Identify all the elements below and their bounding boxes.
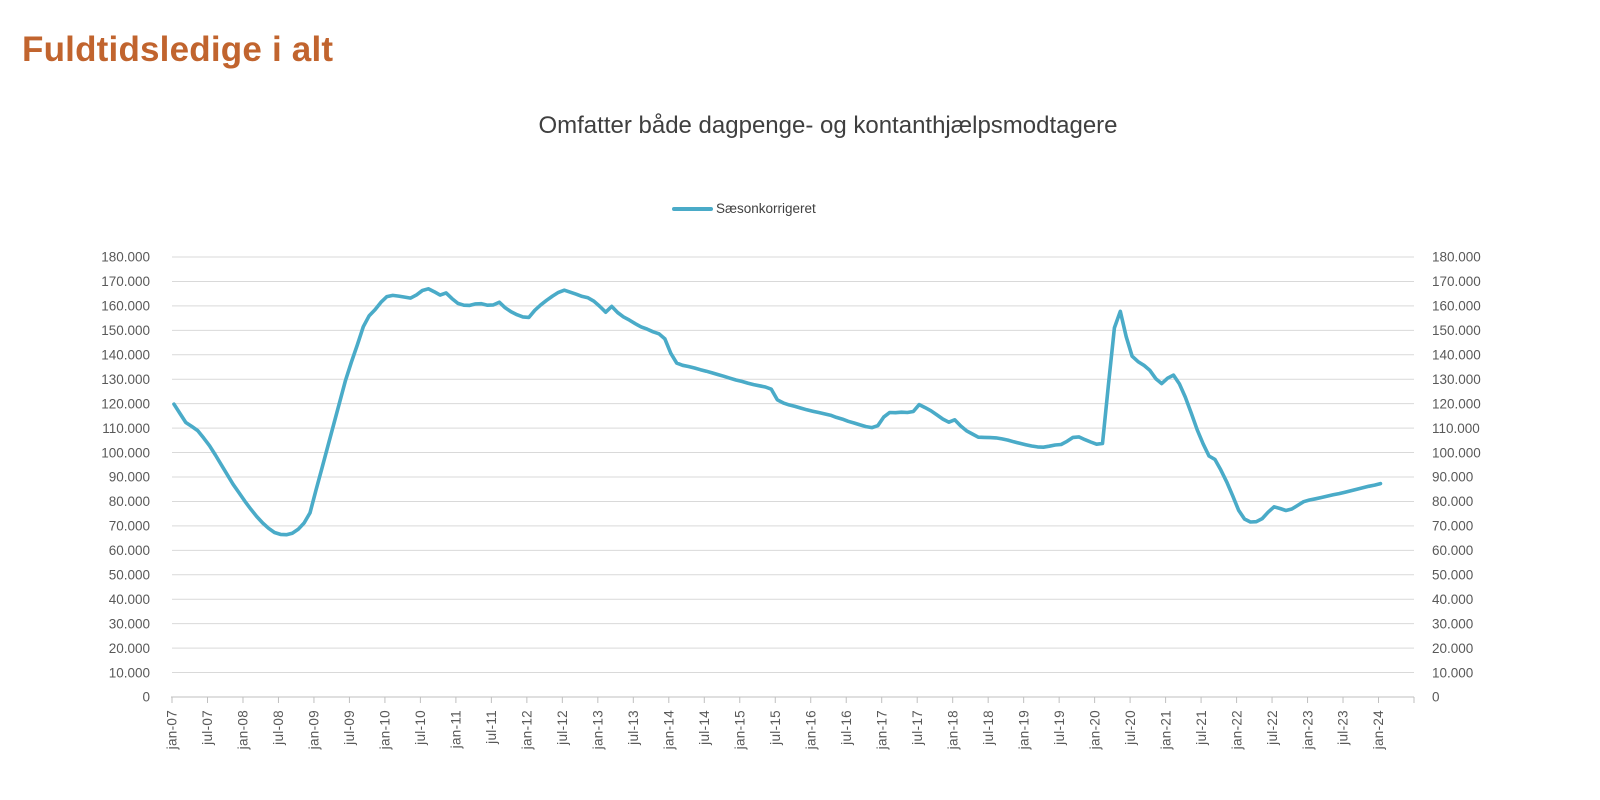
x-axis-tick-label: jan-23: [1300, 710, 1315, 750]
x-axis-tick-label: jul-22: [1265, 710, 1280, 746]
y-axis-tick-label-right: 20.000: [1432, 641, 1473, 656]
x-axis-tick-label: jan-10: [378, 710, 393, 750]
x-axis-tick-label: jan-24: [1371, 710, 1386, 751]
x-axis-tick-label: jul-23: [1336, 710, 1351, 746]
y-axis-tick-label-right: 30.000: [1432, 616, 1473, 631]
y-axis-tick-label-right: 60.000: [1432, 543, 1473, 558]
y-axis-tick-label-left: 20.000: [109, 641, 150, 656]
y-axis-tick-label-right: 160.000: [1432, 299, 1481, 314]
legend-label: Sæsonkorrigeret: [716, 201, 816, 216]
x-axis-tick-label: jul-17: [910, 710, 925, 746]
x-axis-tick-label: jan-14: [662, 710, 677, 751]
x-axis-tick-label: jul-18: [981, 710, 996, 746]
y-axis-tick-label-right: 170.000: [1432, 274, 1481, 289]
x-axis-tick-label: jan-11: [449, 710, 464, 749]
x-axis-tick-label: jan-13: [591, 710, 606, 750]
x-axis-tick-label: jul-10: [413, 710, 428, 746]
page-title: Fuldtidsledige i alt: [22, 30, 334, 69]
x-axis-tick-label: jul-16: [839, 710, 854, 746]
x-axis-tick-label: jul-19: [1052, 710, 1067, 746]
y-axis-tick-label-left: 80.000: [109, 494, 150, 509]
y-axis-tick-label-right: 90.000: [1432, 470, 1473, 485]
y-axis-tick-label-right: 0: [1432, 690, 1440, 705]
y-axis-tick-label-left: 140.000: [101, 348, 150, 363]
y-axis-tick-label-left: 70.000: [109, 519, 150, 534]
x-axis-tick-label: jul-12: [555, 710, 570, 746]
y-axis-tick-label-left: 0: [142, 690, 150, 705]
y-axis-tick-label-left: 120.000: [101, 396, 150, 411]
x-axis-tick-label: jul-13: [626, 710, 641, 746]
y-axis-tick-label-left: 30.000: [109, 616, 150, 631]
y-axis-tick-label-left: 50.000: [109, 568, 150, 583]
y-axis-tick-label-left: 10.000: [109, 665, 150, 680]
y-axis-tick-label-right: 80.000: [1432, 494, 1473, 509]
y-axis-tick-label-left: 100.000: [101, 445, 150, 460]
x-axis-tick-label: jan-08: [236, 710, 251, 750]
y-axis-tick-label-right: 130.000: [1432, 372, 1481, 387]
x-axis-tick-label: jan-09: [307, 710, 322, 750]
x-axis-tick-label: jul-21: [1194, 710, 1209, 746]
y-axis-tick-label-right: 50.000: [1432, 568, 1473, 583]
x-axis-tick-label: jan-07: [165, 710, 180, 750]
x-axis-tick-label: jan-19: [1016, 710, 1031, 750]
y-axis-tick-label-right: 100.000: [1432, 445, 1481, 460]
y-axis-tick-label-right: 110.000: [1432, 421, 1480, 436]
y-axis-tick-label-left: 150.000: [101, 323, 150, 338]
y-axis-tick-label-left: 130.000: [101, 372, 150, 387]
x-axis-tick-label: jul-20: [1123, 710, 1138, 746]
x-axis-tick-label: jul-11: [484, 710, 499, 745]
x-axis-tick-label: jan-22: [1229, 710, 1244, 750]
x-axis-tick-label: jan-21: [1158, 710, 1173, 750]
x-axis-tick-label: jan-18: [945, 710, 960, 750]
y-axis-tick-label-left: 90.000: [109, 470, 150, 485]
x-axis-tick-label: jul-15: [768, 710, 783, 746]
y-axis-tick-label-right: 70.000: [1432, 519, 1473, 534]
y-axis-tick-label-left: 40.000: [109, 592, 150, 607]
x-axis-tick-label: jul-08: [271, 710, 286, 746]
chart-subtitle: Omfatter både dagpenge- og kontanthjælps…: [538, 112, 1118, 139]
x-axis-tick-label: jul-07: [200, 710, 215, 746]
y-axis-tick-label-left: 160.000: [101, 299, 150, 314]
x-axis-tick-label: jul-09: [342, 710, 357, 746]
y-axis-tick-label-right: 150.000: [1432, 323, 1481, 338]
x-axis-tick-label: jan-20: [1087, 710, 1102, 750]
series-line: [172, 286, 1383, 537]
y-axis-tick-label-right: 40.000: [1432, 592, 1473, 607]
y-axis-tick-label-right: 10.000: [1432, 665, 1473, 680]
x-axis-tick-label: jan-17: [874, 710, 889, 750]
x-axis-tick-label: jan-12: [520, 710, 535, 750]
y-axis-tick-label-left: 110.000: [102, 421, 150, 436]
legend-line-swatch: [672, 206, 713, 211]
y-axis-tick-label-left: 60.000: [109, 543, 150, 558]
x-axis-tick-label: jul-14: [697, 710, 712, 746]
y-axis-tick-label-right: 180.000: [1432, 250, 1481, 265]
x-axis-tick-label: jan-15: [732, 710, 747, 750]
chart-legend: Sæsonkorrigeret: [672, 200, 816, 217]
y-axis-tick-label-left: 170.000: [101, 274, 150, 289]
y-axis-tick-label-right: 120.000: [1432, 396, 1481, 411]
y-axis-tick-label-left: 180.000: [101, 250, 150, 265]
x-axis-tick-label: jan-16: [803, 710, 818, 750]
y-axis-tick-label-right: 140.000: [1432, 348, 1481, 363]
